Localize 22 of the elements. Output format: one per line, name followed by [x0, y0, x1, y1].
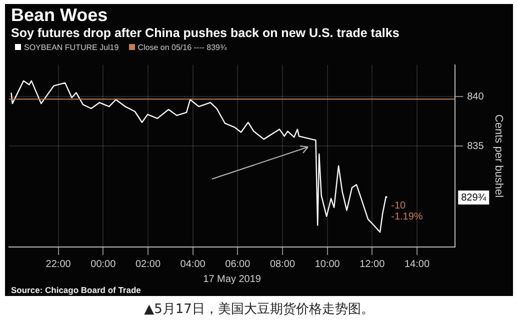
x-tick-label: 02:00 — [135, 258, 161, 270]
legend-label: Close on 05/16 ---- 839¾ — [136, 43, 227, 54]
source-note: Source: Chicago Board of Trade — [10, 285, 142, 295]
x-tick-label: 14:00 — [404, 258, 430, 270]
x-tick-label: 12:00 — [360, 258, 386, 270]
annotation: -1.19% — [391, 211, 423, 222]
x-axis-title: 17 May 2019 — [203, 274, 262, 285]
text: 829¾ — [461, 192, 487, 204]
y-tick-label: 835 — [467, 140, 484, 152]
x-tick-label: 22:00 — [46, 258, 72, 270]
x-tick-label: 00:00 — [90, 258, 116, 270]
x-tick-label: 06:00 — [225, 258, 251, 270]
legend-label: SOYBEAN FUTURE Jul19 — [23, 43, 119, 54]
chart-subtitle: Soy futures drop after China pushes back on new U.S. trade talks — [10, 26, 400, 40]
y-tick-label: 840 — [467, 91, 484, 102]
x-tick-label: 10:00 — [314, 258, 340, 270]
x-tick-label: 04:00 — [180, 258, 206, 270]
x-tick-label: 08:00 — [270, 258, 296, 270]
chart-title: Bean Woes — [10, 4, 109, 26]
text: ▲5月17日，美国大豆期货价格走势图。 — [143, 301, 375, 318]
annotation: -10 — [391, 200, 406, 212]
y-axis-title: Cents per bushel — [492, 114, 504, 198]
